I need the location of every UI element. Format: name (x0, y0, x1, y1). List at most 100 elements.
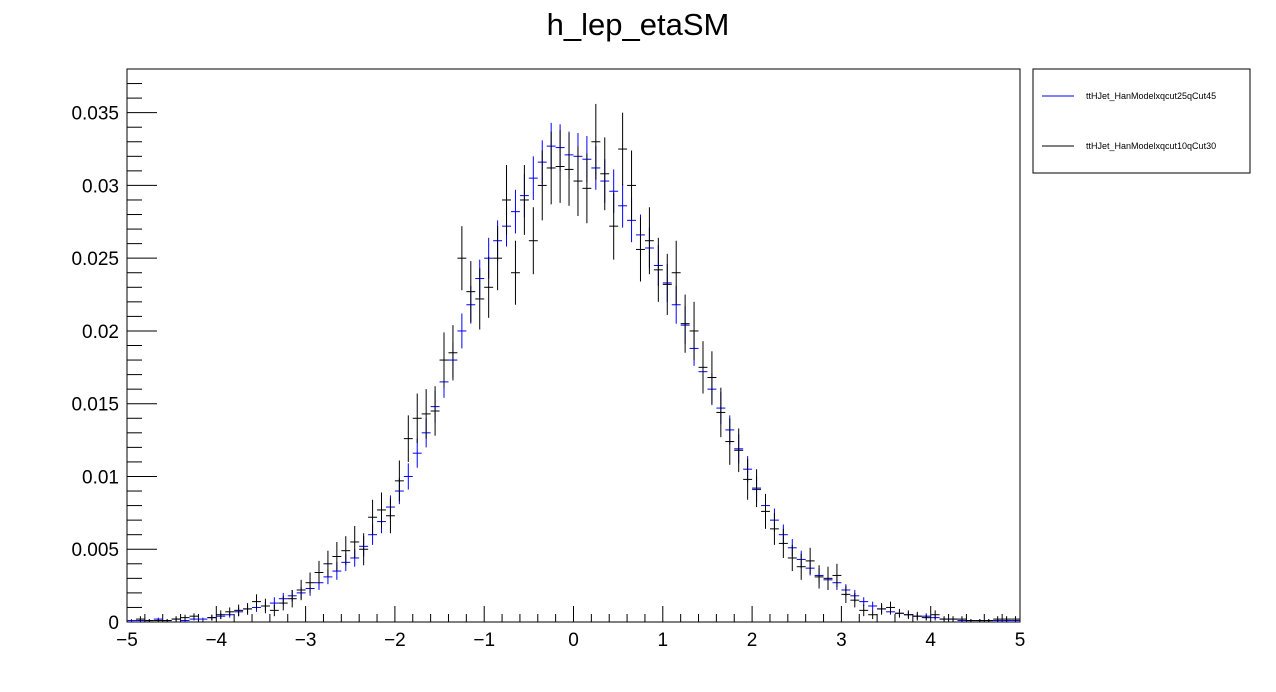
data-point (234, 604, 244, 617)
y-tick-label: 0.03 (82, 176, 119, 197)
x-tick-label: −3 (295, 630, 317, 651)
data-point (260, 598, 270, 614)
data-point (475, 268, 485, 330)
data-point (385, 498, 395, 534)
data-point (627, 150, 637, 221)
data-point (394, 460, 404, 502)
series-1 (127, 122, 1020, 622)
data-point (135, 616, 145, 622)
data-point (903, 610, 913, 620)
y-tick-label: 0.005 (71, 540, 119, 561)
x-tick-label: 5 (1015, 630, 1026, 651)
data-point (153, 619, 163, 622)
data-point (269, 604, 279, 617)
data-point (975, 619, 985, 622)
data-point (510, 189, 520, 234)
data-point (761, 493, 770, 529)
x-tick-label: 2 (747, 630, 758, 651)
data-point (752, 469, 762, 508)
data-point (662, 253, 672, 315)
data-point (180, 614, 190, 621)
data-point (600, 137, 610, 211)
data-point (368, 499, 378, 535)
data-point (743, 459, 753, 500)
data-point (930, 610, 940, 620)
data-point (564, 133, 574, 206)
data-point (680, 294, 690, 353)
data-point (1002, 616, 1012, 622)
data-point (359, 533, 369, 566)
data-point (886, 601, 895, 614)
data-point (778, 528, 788, 558)
x-tick-label: 1 (658, 630, 669, 651)
data-point (403, 415, 413, 462)
data-point (171, 616, 181, 622)
data-point (314, 560, 324, 585)
data-point (493, 226, 503, 291)
data-point (636, 217, 645, 282)
data-point (287, 589, 297, 608)
data-point (957, 616, 967, 622)
data-point (618, 183, 628, 228)
x-axis: −5 −4 −3 −2 −1 0 1 2 3 4 5 (116, 606, 1025, 651)
data-point (912, 611, 922, 621)
x-tick-label: 3 (836, 630, 847, 651)
data-point (278, 595, 288, 611)
data-point (341, 536, 351, 566)
x-tick-label: −5 (116, 630, 138, 651)
data-point (189, 613, 199, 620)
data-point (216, 610, 226, 620)
data-point (305, 572, 315, 593)
data-point (707, 351, 717, 404)
data-point (510, 240, 520, 305)
data-point (850, 592, 860, 608)
data-point (644, 207, 654, 275)
data-point (725, 418, 735, 465)
data-point (528, 156, 538, 200)
data-point (823, 566, 833, 590)
data-point (439, 332, 449, 388)
data-point (609, 192, 619, 260)
data-point (377, 492, 386, 528)
x-tick-label: 0 (568, 630, 579, 651)
y-tick-label: 0.01 (82, 467, 119, 488)
series-layer (127, 103, 1020, 623)
data-point (243, 603, 253, 615)
y-axis: 0 0.005 0.01 0.015 0.02 0.025 0.03 0.035 (71, 68, 157, 634)
data-point (877, 603, 887, 615)
data-point (618, 112, 628, 186)
legend: ttHJet_HanModelxqcut25qCut45 ttHJet_HanM… (1032, 68, 1251, 174)
data-point (502, 165, 511, 235)
data-point (868, 610, 878, 620)
data-point (805, 547, 815, 574)
data-point (225, 607, 235, 617)
data-point (582, 153, 592, 224)
data-point (984, 619, 994, 622)
data-point (689, 301, 699, 361)
data-point (421, 389, 431, 439)
data-point (198, 620, 208, 623)
data-point (716, 387, 726, 438)
data-point (832, 563, 842, 588)
data-point (573, 146, 583, 216)
data-point (921, 614, 931, 621)
data-point (412, 393, 422, 444)
legend-box (1032, 68, 1251, 174)
data-point (966, 619, 976, 622)
data-point (948, 616, 958, 622)
y-tick-label: 0.035 (71, 104, 119, 125)
data-point (457, 313, 467, 349)
data-point (993, 616, 1003, 622)
plot-frame (126, 68, 1021, 623)
data-point (841, 585, 851, 604)
data-point (448, 325, 458, 381)
data-point (207, 614, 217, 621)
data-point (162, 619, 172, 622)
data-point (466, 261, 476, 323)
data-point (769, 512, 779, 545)
data-point (198, 617, 208, 621)
x-tick-label: 4 (925, 630, 936, 651)
data-point (484, 256, 494, 318)
data-point (144, 619, 154, 622)
data-point (546, 131, 556, 205)
